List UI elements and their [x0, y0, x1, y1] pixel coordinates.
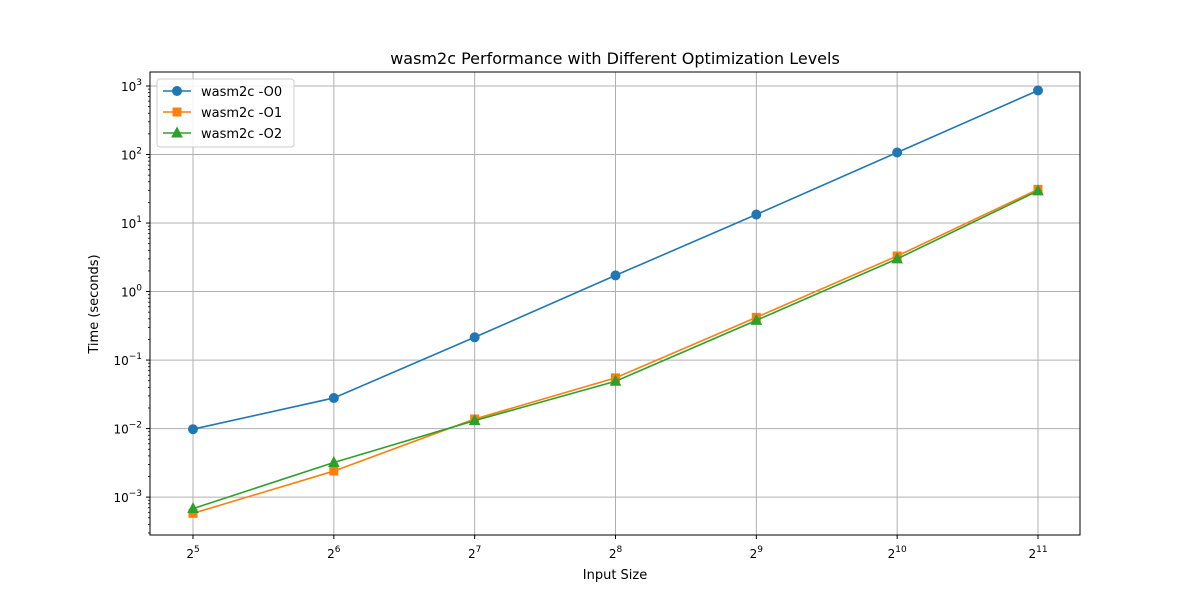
- data-point: [609, 374, 622, 386]
- data-point: [469, 332, 480, 343]
- x-tick-label: 210: [888, 545, 907, 561]
- legend-label: wasm2c -O2: [201, 127, 282, 142]
- legend-label: wasm2c -O1: [201, 106, 282, 121]
- x-tick-label-base: 2: [186, 547, 194, 561]
- x-tick-label: 29: [750, 545, 764, 561]
- y-tick-label: 100: [121, 284, 142, 300]
- x-tick-label-base: 2: [750, 547, 758, 561]
- x-axis: 25 26 27 28 29 210 211: [186, 535, 1048, 561]
- data-point: [1033, 85, 1043, 96]
- x-tick-label: 28: [609, 545, 623, 561]
- data-point: [750, 313, 763, 325]
- y-tick-label-exponent: −2: [129, 421, 142, 431]
- x-tick-label: 211: [1028, 545, 1047, 561]
- y-tick-label-exponent: −3: [129, 489, 142, 499]
- legend-marker: [171, 126, 183, 138]
- y-axis-label: Time (seconds): [87, 254, 102, 354]
- x-tick-label-base: 2: [1028, 547, 1036, 561]
- legend-marker: [172, 86, 182, 96]
- y-tick-label-exponent: 2: [136, 147, 142, 157]
- data-point: [329, 466, 339, 476]
- y-tick-label-exponent: 0: [136, 284, 142, 294]
- y-tick-label-base: 10: [113, 491, 128, 505]
- x-tick-label-exponent: 6: [335, 545, 341, 555]
- data-point: [188, 424, 198, 435]
- x-axis-label: Input Size: [583, 568, 647, 583]
- y-tick-label: 10−3: [113, 489, 142, 505]
- y-tick-label: 103: [121, 78, 142, 94]
- y-tick-label-base: 10: [121, 149, 136, 163]
- y-tick-label-base: 10: [121, 286, 136, 300]
- legend-box: [156, 78, 295, 148]
- data-point: [891, 252, 903, 264]
- series-2: [187, 184, 1044, 514]
- x-tick-label-exponent: 11: [1036, 545, 1047, 555]
- legend-item: wasm2c -O0: [163, 85, 282, 100]
- data-point: [328, 455, 340, 468]
- legend-label: wasm2c -O0: [201, 85, 282, 100]
- x-tick-label: 27: [468, 545, 481, 561]
- series-0: [188, 85, 1043, 435]
- data-point: [328, 392, 339, 403]
- data-point: [892, 147, 903, 158]
- y-tick-label-base: 10: [121, 217, 136, 231]
- x-tick-label-exponent: 8: [616, 545, 622, 555]
- data-point: [751, 209, 762, 220]
- y-tick-label-exponent: 3: [136, 78, 142, 88]
- x-tick-label-base: 2: [468, 547, 476, 561]
- y-tick-label-base: 10: [113, 354, 128, 368]
- series-layer: [187, 85, 1044, 518]
- legend-marker: [172, 107, 182, 117]
- y-tick-label-exponent: 1: [136, 215, 142, 225]
- x-tick-label-base: 2: [327, 547, 335, 561]
- x-tick-label-exponent: 9: [757, 545, 763, 555]
- x-tick-label-exponent: 7: [476, 545, 482, 555]
- chart-title: wasm2c Performance with Different Optimi…: [390, 49, 840, 68]
- x-tick-label-base: 2: [888, 547, 896, 561]
- y-tick-label: 10−1: [113, 352, 142, 368]
- data-point: [187, 502, 199, 514]
- y-tick-label-base: 10: [121, 80, 136, 94]
- data-point: [468, 413, 481, 426]
- y-tick-label: 102: [121, 147, 142, 163]
- x-tick-label-exponent: 5: [194, 545, 200, 555]
- x-tick-label: 25: [186, 545, 199, 561]
- y-tick-label: 10−2: [113, 421, 142, 437]
- y-tick-label-exponent: −1: [129, 352, 142, 362]
- data-point: [610, 270, 621, 281]
- y-tick-label-base: 10: [113, 423, 128, 437]
- legend: wasm2c -O0 wasm2c -O1 wasm2c -O2: [156, 78, 295, 148]
- x-tick-label-exponent: 10: [895, 545, 907, 555]
- x-tick-label-base: 2: [609, 547, 617, 561]
- legend-item: wasm2c -O1: [163, 106, 282, 121]
- y-tick-label: 101: [121, 215, 142, 231]
- x-tick-label: 26: [327, 545, 341, 561]
- data-point: [1032, 184, 1044, 196]
- legend-item: wasm2c -O2: [163, 126, 282, 142]
